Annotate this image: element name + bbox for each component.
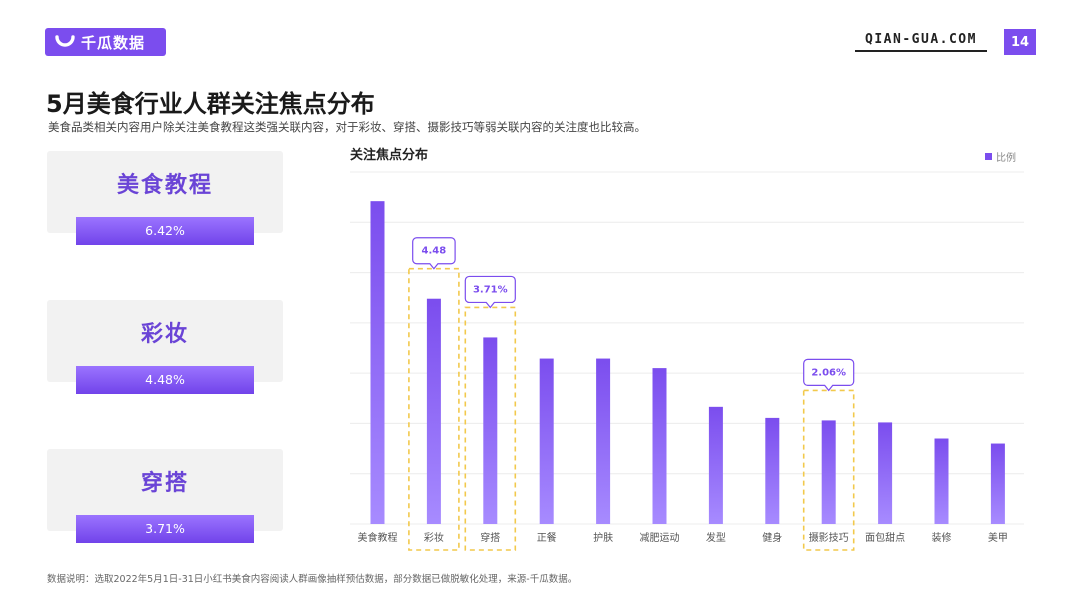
card-value: 4.48% bbox=[76, 366, 254, 394]
footnote: 数据说明：选取2022年5月1日-31日小红书美食内容阅读人群画像抽样预估数据，… bbox=[47, 574, 578, 585]
card-2: 彩妆 4.48% bbox=[47, 300, 283, 394]
x-tick-label: 面包甜点 bbox=[865, 531, 905, 544]
site-url[interactable]: QIAN-GUA.COM bbox=[855, 32, 987, 52]
bar-1 bbox=[426, 298, 441, 524]
card-label: 穿搭 bbox=[140, 471, 189, 496]
page-subtitle: 美食品类相关内容用户除关注美食教程这类强关联内容，对于彩妆、穿搭、摄影技巧等弱关… bbox=[48, 120, 646, 134]
callout-bubble bbox=[464, 275, 516, 309]
x-tick-label: 护肤 bbox=[593, 531, 613, 544]
page-title: 5月美食行业人群关注焦点分布 bbox=[46, 90, 375, 118]
bar-3 bbox=[539, 358, 554, 524]
x-tick-label: 装修 bbox=[932, 531, 952, 544]
bar-10 bbox=[934, 438, 949, 524]
bar-0 bbox=[370, 201, 385, 524]
x-tick-label: 彩妆 bbox=[424, 531, 444, 544]
brand-name: 千瓜数据 bbox=[81, 33, 146, 52]
x-tick-label: 摄影技巧 bbox=[809, 531, 849, 544]
x-tick-label: 发型 bbox=[706, 531, 726, 544]
card-value: 6.42% bbox=[76, 217, 254, 245]
x-tick-label: 美甲 bbox=[988, 531, 1008, 544]
x-tick-label: 美食教程 bbox=[358, 531, 398, 544]
card-3: 穿搭 3.71% bbox=[47, 449, 283, 543]
highlight-box bbox=[464, 306, 517, 551]
callout-bubble bbox=[412, 237, 456, 270]
bar-4 bbox=[596, 358, 611, 524]
data-label: 3.71% bbox=[473, 284, 508, 295]
card-label: 彩妆 bbox=[140, 322, 189, 347]
legend-swatch bbox=[985, 153, 992, 160]
card-label: 美食教程 bbox=[116, 173, 213, 198]
bar-6 bbox=[708, 406, 723, 524]
highlight-box bbox=[408, 267, 460, 551]
highlight-box bbox=[802, 389, 855, 551]
data-label: 2.06% bbox=[811, 367, 846, 378]
card-value: 3.71% bbox=[76, 515, 254, 543]
chart-title: 关注焦点分布 bbox=[350, 148, 429, 163]
x-tick-label: 健身 bbox=[762, 531, 782, 544]
legend-label: 比例 bbox=[996, 153, 1016, 164]
x-tick-label: 正餐 bbox=[537, 531, 557, 544]
page-number: 14 bbox=[1004, 29, 1036, 55]
logo-icon bbox=[55, 35, 75, 49]
data-label: 4.48 bbox=[422, 246, 447, 257]
bar-2 bbox=[483, 337, 498, 524]
bar-8 bbox=[821, 420, 836, 524]
x-tick-label: 减肥运动 bbox=[640, 532, 680, 544]
brand-logo: 千瓜数据 bbox=[45, 28, 166, 56]
bar-7 bbox=[765, 417, 780, 524]
chart-legend: 比例 bbox=[985, 149, 1016, 164]
callout-bubble bbox=[803, 358, 855, 392]
bar-5 bbox=[652, 368, 667, 524]
card-1: 美食教程 6.42% bbox=[47, 151, 283, 245]
x-tick-label: 穿搭 bbox=[480, 531, 500, 544]
bar-11 bbox=[990, 443, 1005, 524]
bar-9 bbox=[878, 422, 893, 524]
